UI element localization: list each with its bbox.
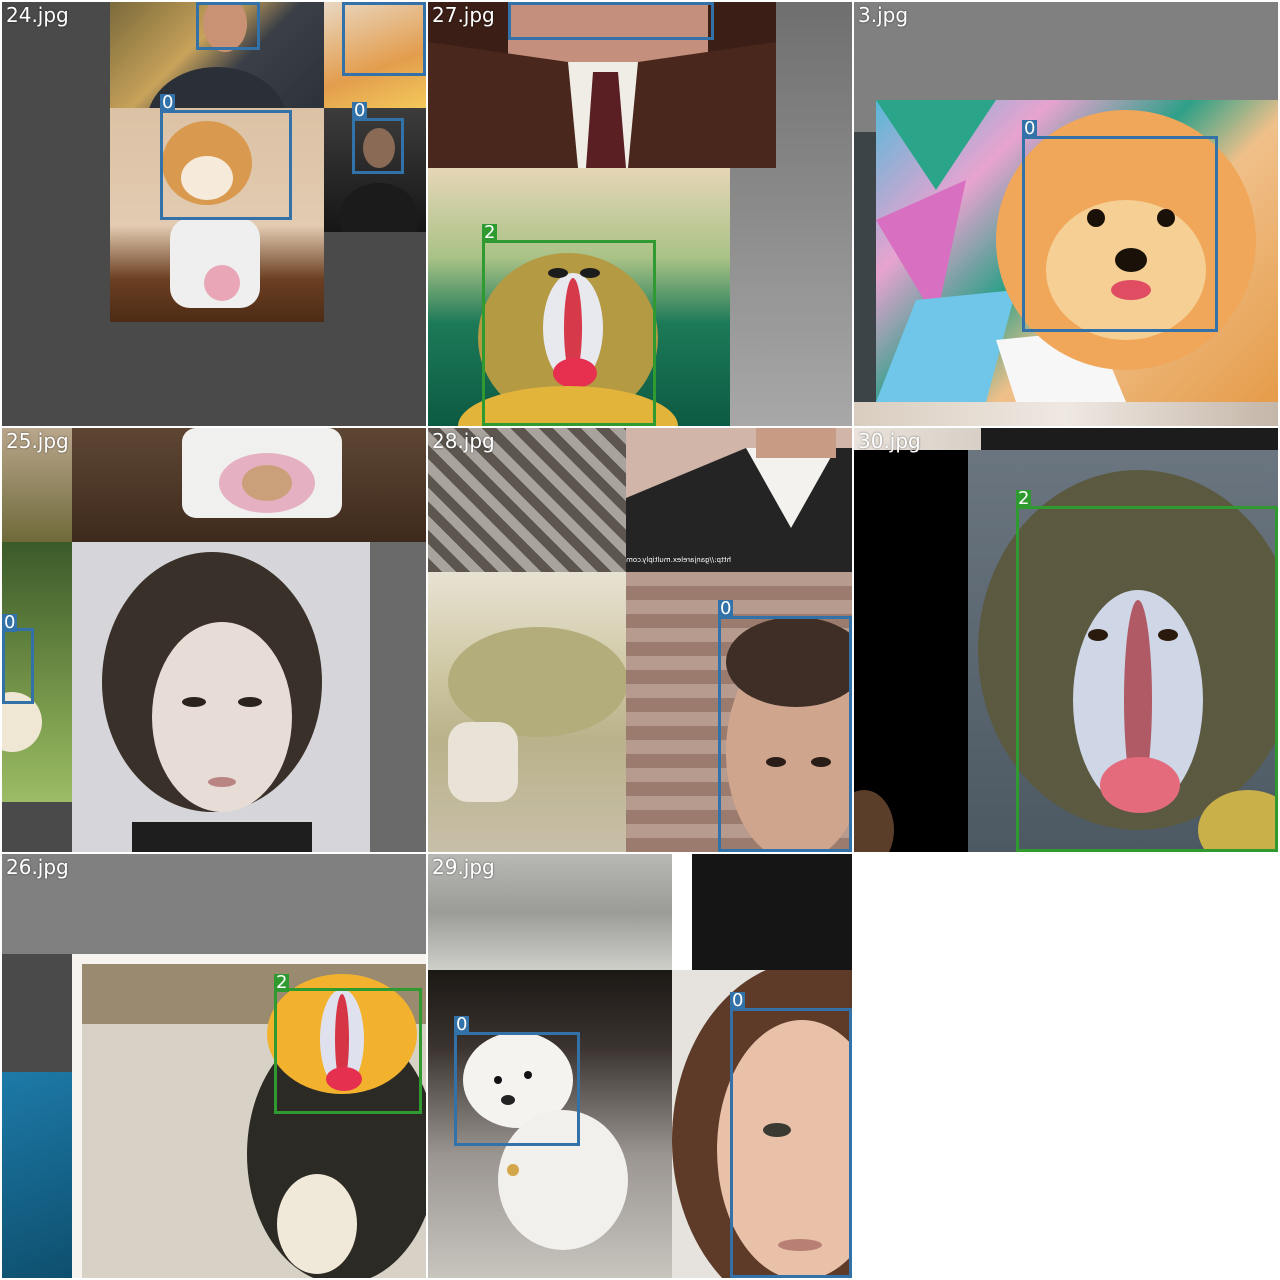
detection-box	[342, 2, 426, 76]
detection-class-label: 0	[1022, 118, 1038, 139]
tile-filename: 27.jpg	[432, 3, 495, 27]
tile-filename: 28.jpg	[432, 429, 495, 453]
photo-man-suit	[428, 2, 776, 168]
detection-class-label: 0	[352, 100, 368, 121]
photo-backdrop-strip	[854, 132, 876, 426]
photo-mandrill-yard	[72, 954, 426, 1278]
photo-man-sweater: http://ganjarelex.multiply.com	[626, 428, 852, 572]
photo-black-panel	[854, 450, 968, 852]
detection-class-label: 2	[274, 972, 290, 993]
photo-garden-bushes	[428, 572, 626, 852]
photo-pomeranian	[876, 100, 1278, 402]
detection-class-label: 2	[1016, 488, 1032, 509]
detection-box	[196, 2, 260, 50]
mosaic-tile-26: 2 26.jpg	[2, 854, 426, 1278]
detection-class-label: 0	[454, 1014, 470, 1035]
detection-class-label: 0	[2, 612, 18, 633]
photo-person-black-suit	[672, 854, 852, 970]
photo-blurred-strip	[2, 428, 72, 542]
tile-filename: 3.jpg	[858, 3, 909, 27]
detection-box	[508, 2, 714, 40]
detection-box	[274, 988, 422, 1114]
empty-grid-cell	[854, 854, 1278, 1278]
mosaic-tile-28: http://ganjarelex.multiply.com 0 28.jpg	[428, 428, 852, 852]
tile-filename: 26.jpg	[6, 855, 69, 879]
photo-dog-on-grass	[2, 542, 72, 802]
photo-top-strip	[854, 428, 1278, 450]
photo-shiba-dog	[110, 108, 324, 322]
mosaic-tile-24: 0 0 24.jpg	[2, 2, 426, 426]
photo-mandrill-green	[428, 168, 730, 426]
photo-grey-strip	[370, 542, 426, 852]
detection-class-label: 0	[730, 990, 746, 1011]
tile-filename: 29.jpg	[432, 855, 495, 879]
mosaic-tile-29: 0 0 29.jpg	[428, 854, 852, 1278]
detection-class-label: 0	[160, 92, 176, 113]
detection-box	[160, 110, 292, 220]
detection-box	[1016, 506, 1278, 852]
mosaic-tile-3: 0 3.jpg	[854, 2, 1278, 426]
photo-woman-portrait	[72, 542, 370, 852]
detection-box	[730, 1008, 852, 1278]
photo-woven-basket	[428, 428, 626, 572]
detection-class-label: 0	[718, 598, 734, 619]
photo-man-dark-jacket	[324, 108, 426, 232]
photo-mandrill-closeup	[968, 450, 1278, 852]
photo-stone-steps	[428, 854, 672, 970]
photo-dog-fragment	[324, 2, 426, 108]
detection-box	[454, 1032, 580, 1146]
photo-blue-water	[2, 1072, 72, 1278]
detection-class-label: 2	[482, 222, 498, 243]
photo-man-smiling	[110, 2, 324, 108]
detection-box	[352, 118, 404, 174]
detection-box	[1022, 136, 1218, 332]
mosaic-tile-30: 2 30.jpg	[854, 428, 1278, 852]
photo-dog-shirt-floor	[72, 428, 426, 542]
tile-filename: 30.jpg	[858, 429, 921, 453]
tile-filename: 25.jpg	[6, 429, 69, 453]
mosaic-tile-27: 2 27.jpg	[428, 2, 852, 426]
detection-box	[718, 616, 852, 852]
photo-blur-strip	[854, 402, 1278, 426]
detection-box	[482, 240, 656, 426]
detection-box	[2, 628, 34, 704]
photo-girl-portrait	[672, 970, 852, 1278]
watermark-text: http://ganjarelex.multiply.com	[626, 556, 731, 564]
mosaic-tile-25: 0 25.jpg	[2, 428, 426, 852]
tile-filename: 24.jpg	[6, 3, 69, 27]
